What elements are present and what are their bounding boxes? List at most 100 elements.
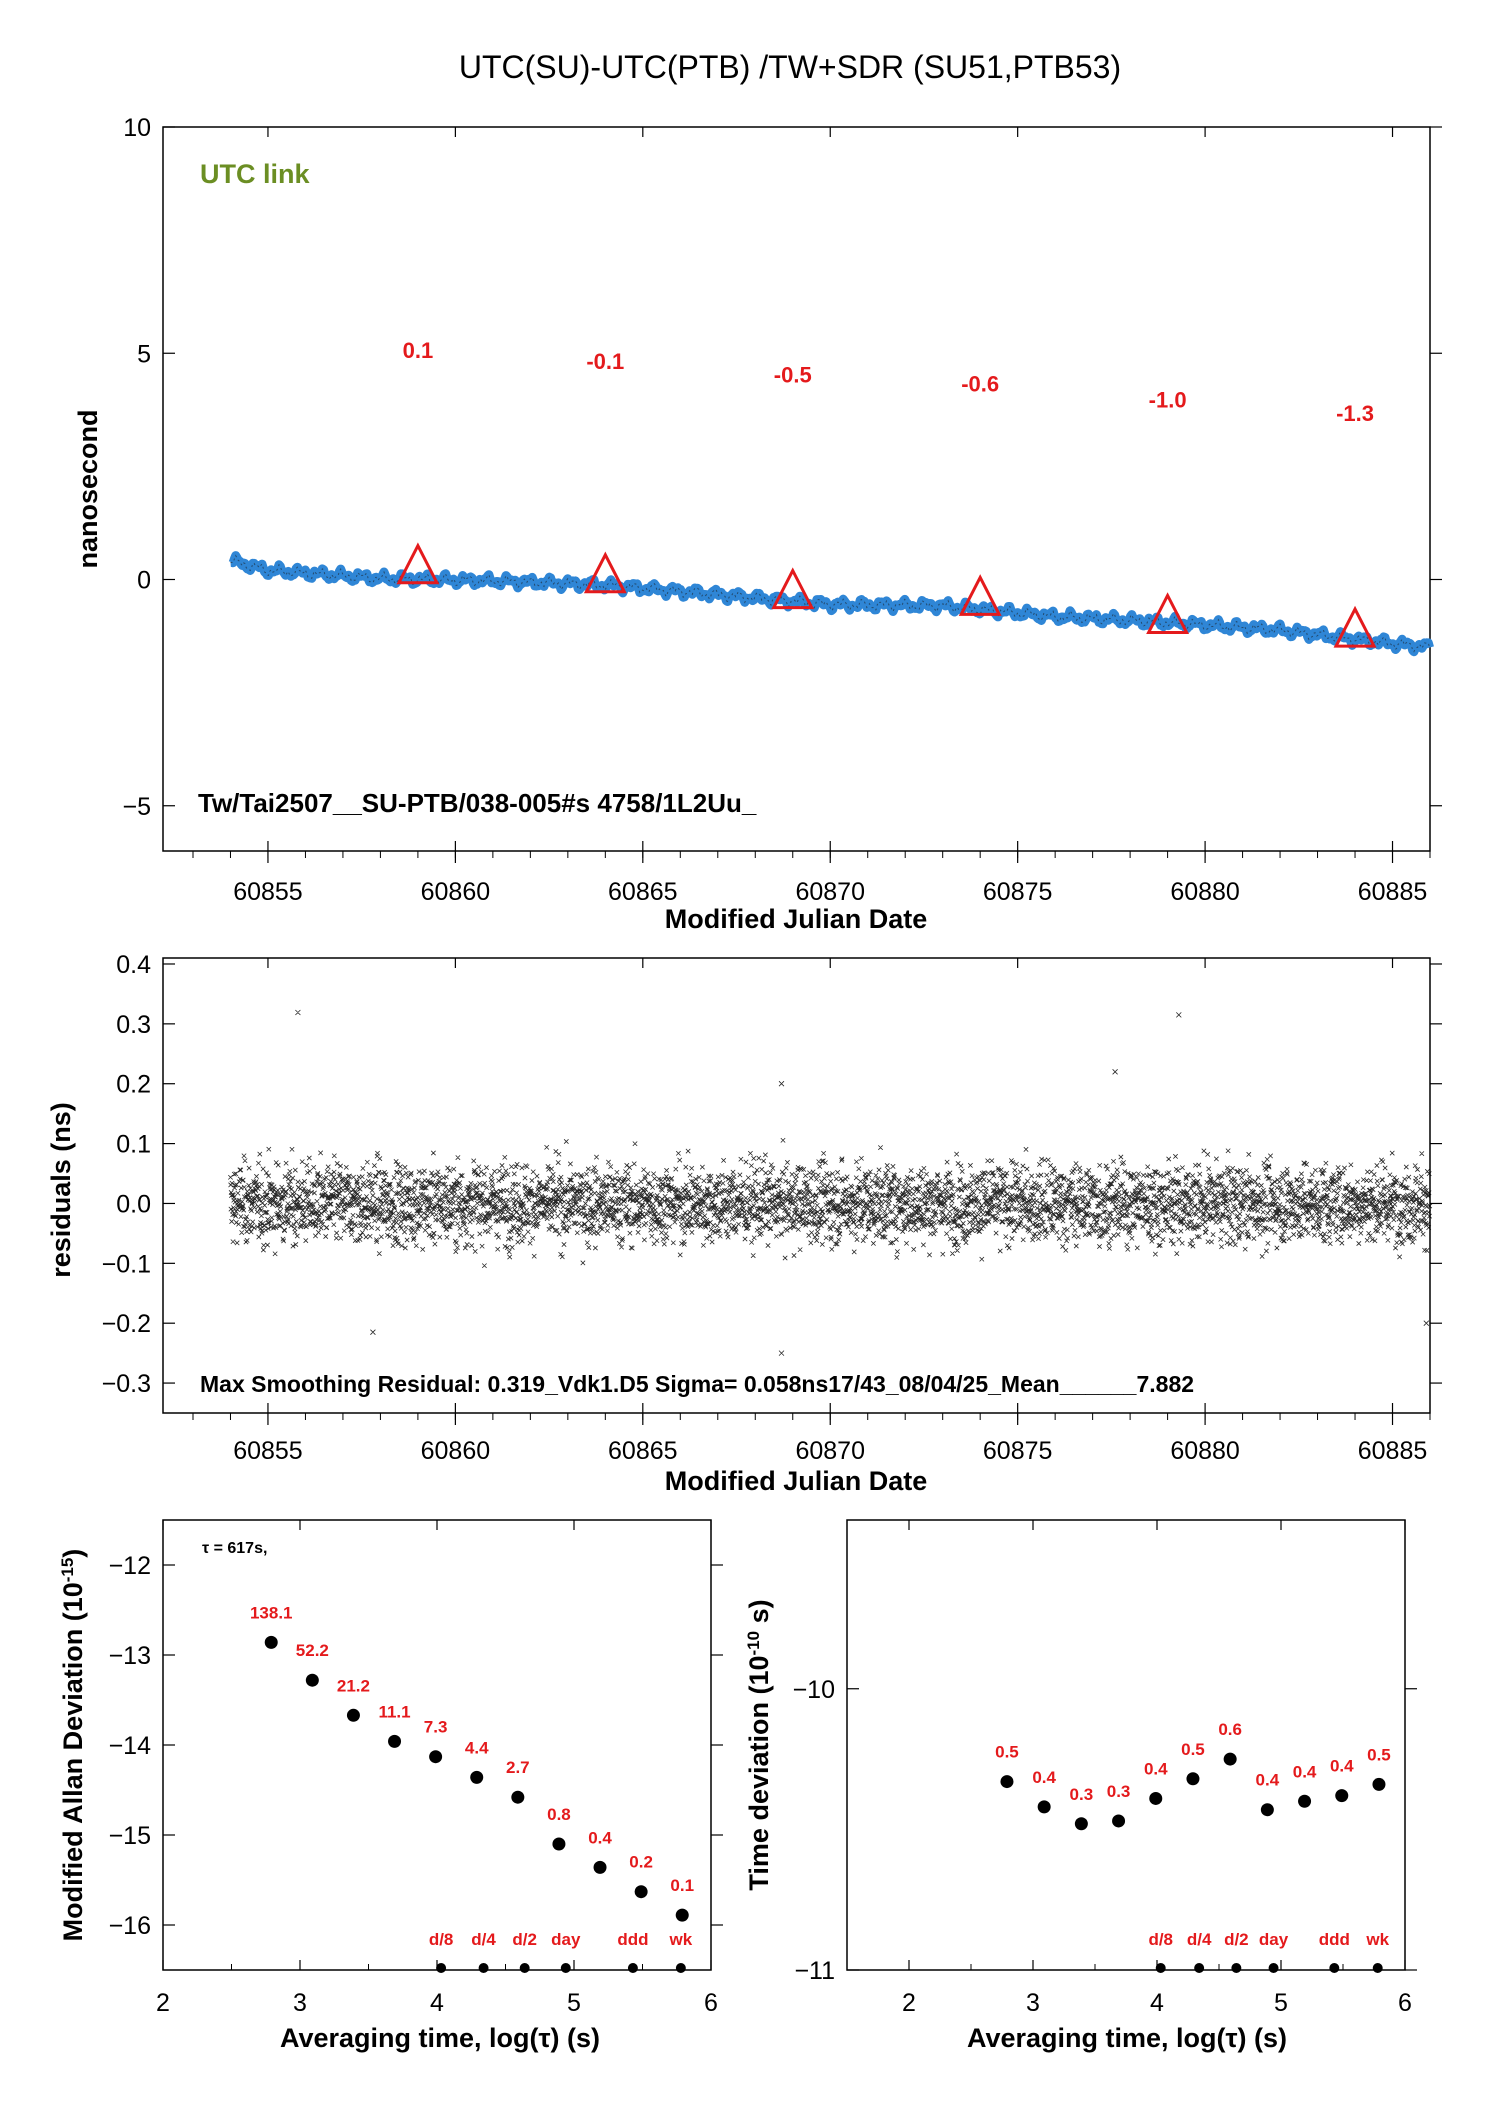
point-label: 138.1 [250, 1603, 293, 1622]
triangle-marker [583, 551, 627, 594]
series-markers [230, 554, 1431, 653]
residuals-panel: Max Smoothing Residual: 0.319_Vdk1.D5 Si… [46, 951, 1442, 1496]
tau-note: τ = 617s, [202, 1540, 267, 1557]
data-point [388, 1734, 402, 1748]
x-tick-label: 6 [704, 1989, 718, 2017]
point-label: 2.7 [506, 1758, 530, 1777]
data-point [593, 1860, 607, 1874]
y-tick-label: 5 [137, 340, 151, 368]
value-label: -1.0 [1149, 388, 1187, 413]
triangle-marker [396, 542, 440, 585]
x-tick-label: 60870 [795, 1437, 865, 1465]
interval-label: d/2 [1224, 1930, 1249, 1949]
interval-marker [1372, 1963, 1383, 1973]
y-tick-label: 0.1 [116, 1131, 151, 1159]
point-label: 0.5 [1367, 1745, 1391, 1764]
point-label: 0.4 [1032, 1768, 1056, 1787]
point-label: 52.2 [296, 1641, 329, 1660]
data-point [552, 1837, 566, 1851]
x-tick-label: 4 [430, 1989, 444, 2017]
interval-label: d/4 [471, 1930, 496, 1949]
tdev-ylabel: Time deviation (10-10 s) [744, 1599, 775, 1890]
interval-marker [627, 1963, 638, 1973]
allan-deviation-panel: τ = 617s, Modified Allan Deviation (10-1… [58, 1519, 723, 2053]
time-deviation-panel: Time deviation (10-10 s) Averaging time,… [744, 1519, 1417, 2053]
data-point [1260, 1803, 1274, 1817]
interval-marker [1268, 1963, 1279, 1973]
triangle-marker [1146, 592, 1190, 634]
point-label: 4.4 [465, 1738, 489, 1757]
main-footer-text: Tw/Tai2507__SU-PTB/038-005#s 4758/1L2Uu_ [198, 788, 757, 818]
y-tick-label: −15 [109, 1822, 151, 1850]
y-tick-label: 10 [123, 114, 151, 142]
interval-label: day [551, 1930, 581, 1949]
point-label: 0.4 [588, 1828, 612, 1847]
main-ylabel: nanosecond [73, 409, 103, 568]
x-tick-label: 60865 [608, 878, 678, 906]
interval-label: d/8 [429, 1930, 454, 1949]
mdev-xlabel: Averaging time, log(τ) (s) [280, 2023, 600, 2053]
point-label: 7.3 [424, 1718, 448, 1737]
x-tick-label: 60855 [233, 878, 303, 906]
tdev-plot-frame [846, 1519, 1406, 1971]
y-tick-label: −12 [109, 1552, 151, 1580]
data-point [1335, 1789, 1349, 1803]
y-tick-label: −16 [109, 1912, 151, 1940]
interval-label: d/8 [1148, 1930, 1173, 1949]
data-point [346, 1708, 360, 1722]
data-point [1037, 1800, 1051, 1814]
data-point [634, 1885, 648, 1899]
x-tick-label: 2 [156, 1989, 170, 2017]
triangle-marker [1333, 605, 1377, 648]
mdev-ylabel: Modified Allan Deviation (10-15) [58, 1549, 89, 1942]
residuals-footer-text: Max Smoothing Residual: 0.319_Vdk1.D5 Si… [200, 1371, 1194, 1397]
interval-marker [1231, 1963, 1242, 1973]
y-tick-label: −13 [109, 1642, 151, 1670]
x-tick-label: 5 [567, 1989, 581, 2017]
data-point [1372, 1777, 1386, 1791]
tdev-ylabel-end: s) [744, 1599, 774, 1631]
y-tick-label: 0.2 [116, 1071, 151, 1099]
interval-marker [1329, 1963, 1340, 1973]
data-point [264, 1635, 278, 1649]
triangle-marker [958, 574, 1002, 616]
y-tick-label: −14 [109, 1732, 152, 1760]
residuals-ylabel: residuals (ns) [46, 1102, 76, 1278]
link-label: UTC link [200, 159, 310, 189]
y-tick-label: 0.3 [116, 1011, 151, 1039]
interval-label: ddd [617, 1930, 648, 1949]
data-point [675, 1908, 689, 1922]
x-tick-label: 2 [902, 1989, 916, 2017]
value-label: -0.6 [961, 372, 999, 397]
interval-marker [675, 1963, 686, 1973]
x-tick-label: 3 [293, 1989, 307, 2017]
value-label: -0.1 [586, 349, 624, 374]
data-point [429, 1750, 443, 1764]
y-tick-label: −5 [122, 793, 151, 821]
point-label: 11.1 [378, 1702, 410, 1721]
y-tick-label: −0.2 [102, 1310, 151, 1338]
point-label: 0.5 [995, 1743, 1019, 1762]
tdev-xlabel: Averaging time, log(τ) (s) [967, 2023, 1287, 2053]
point-label: 0.4 [1293, 1762, 1317, 1781]
x-tick-label: 60870 [795, 878, 865, 906]
interval-label: wk [669, 1930, 693, 1949]
y-tick-label: 0.0 [116, 1190, 151, 1218]
x-tick-label: 60885 [1358, 1437, 1428, 1465]
interval-marker [1155, 1963, 1166, 1973]
point-label: 0.1 [670, 1876, 694, 1895]
value-label: -0.5 [774, 363, 812, 388]
value-label: -1.3 [1336, 401, 1374, 426]
x-tick-label: 60860 [421, 1437, 491, 1465]
data-point [1223, 1752, 1237, 1766]
triangle-marker [771, 567, 815, 610]
main-xlabel: Modified Julian Date [665, 904, 928, 934]
x-tick-label: 4 [1150, 1989, 1164, 2017]
mdev-ylabel-main: Modified Allan Deviation (10 [58, 1582, 88, 1941]
x-tick-label: 3 [1026, 1989, 1040, 2017]
x-tick-label: 5 [1274, 1989, 1288, 2017]
tdev-ylabel-main: Time deviation (10 [744, 1656, 774, 1891]
x-tick-label: 60860 [421, 878, 491, 906]
interval-marker [1194, 1963, 1205, 1973]
